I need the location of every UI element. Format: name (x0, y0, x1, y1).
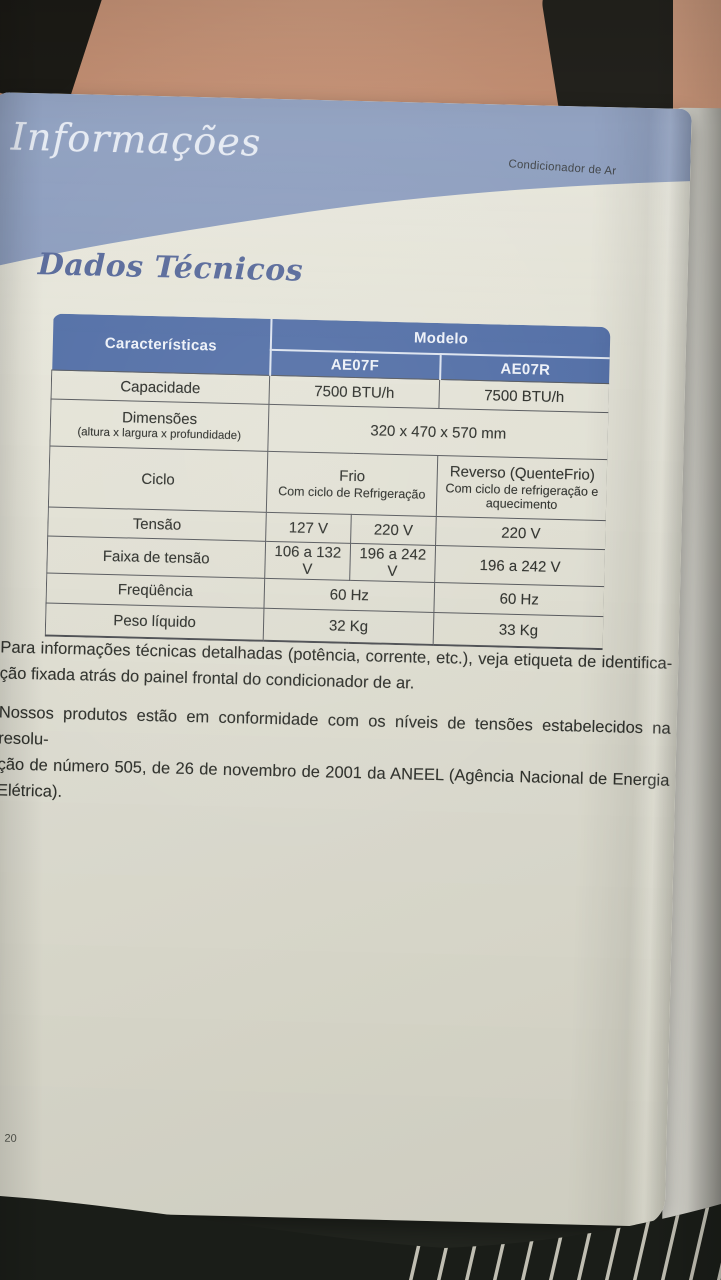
col-header-caracteristicas: Características (51, 313, 272, 376)
cell-weight-label: Peso líquido (45, 602, 264, 641)
dimensions-label-main: Dimensões (121, 409, 198, 429)
chapter-title: Informações (10, 114, 262, 165)
header-band (0, 92, 692, 268)
cell-frequency-f: 60 Hz (263, 578, 435, 613)
page-surface: Informações Condicionador de Ar Dados Té… (0, 92, 692, 1227)
cell-voltage-f127: 127 V (265, 512, 352, 544)
cell-range-f220: 196 a 242 V (349, 543, 436, 583)
cell-dimensions-value: 320 x 470 x 570 mm (267, 404, 609, 460)
cycle-f-title: Frio (339, 467, 366, 486)
cell-frequency-r: 60 Hz (433, 582, 605, 617)
specs-table-container: Características Modelo AE07F AE07R Capac… (45, 313, 611, 651)
cell-range-f127: 106 a 132 V (264, 541, 351, 581)
cell-capacity-r: 7500 BTU/h (438, 379, 610, 413)
bottom-fabric (0, 1196, 721, 1280)
cell-cycle-f: Frio Com ciclo de Refrigeração (266, 451, 438, 517)
note-paragraph-2: Nossos produtos estão em conformidade co… (0, 699, 671, 819)
manual-page: Informações Condicionador de Ar Dados Té… (0, 92, 692, 1227)
cycle-f-sub: Com ciclo de Refrigeração (278, 484, 426, 502)
cell-voltage-r: 220 V (435, 516, 607, 550)
cell-weight-r: 33 Kg (433, 612, 604, 650)
section-heading: Dados Técnicos (37, 247, 304, 289)
cycle-r-sub: Com ciclo de refrigeração e aquecimento (445, 481, 599, 512)
cell-voltage-f220: 220 V (350, 514, 437, 546)
cell-range-label: Faixa de tensão (46, 535, 266, 579)
cell-cycle-r: Reverso (QuenteFrio) Com ciclo de refrig… (436, 455, 608, 521)
cell-capacity-f: 7500 BTU/h (268, 375, 440, 409)
cycle-r-title: Reverso (QuenteFrio) (449, 463, 596, 484)
cell-weight-f: 32 Kg (263, 608, 434, 645)
notes-block: Para informações técnicas detalhadas (po… (0, 634, 673, 832)
specs-table: Características Modelo AE07F AE07R Capac… (45, 313, 611, 651)
fabric-shape (0, 1196, 721, 1280)
cell-dimensions-label: Dimensões (altura x largura x profundida… (49, 399, 269, 452)
cell-range-r: 196 a 242 V (434, 545, 606, 587)
cell-cycle-label: Ciclo (48, 446, 268, 513)
dimensions-label-sub: (altura x largura x profundidade) (77, 426, 242, 443)
